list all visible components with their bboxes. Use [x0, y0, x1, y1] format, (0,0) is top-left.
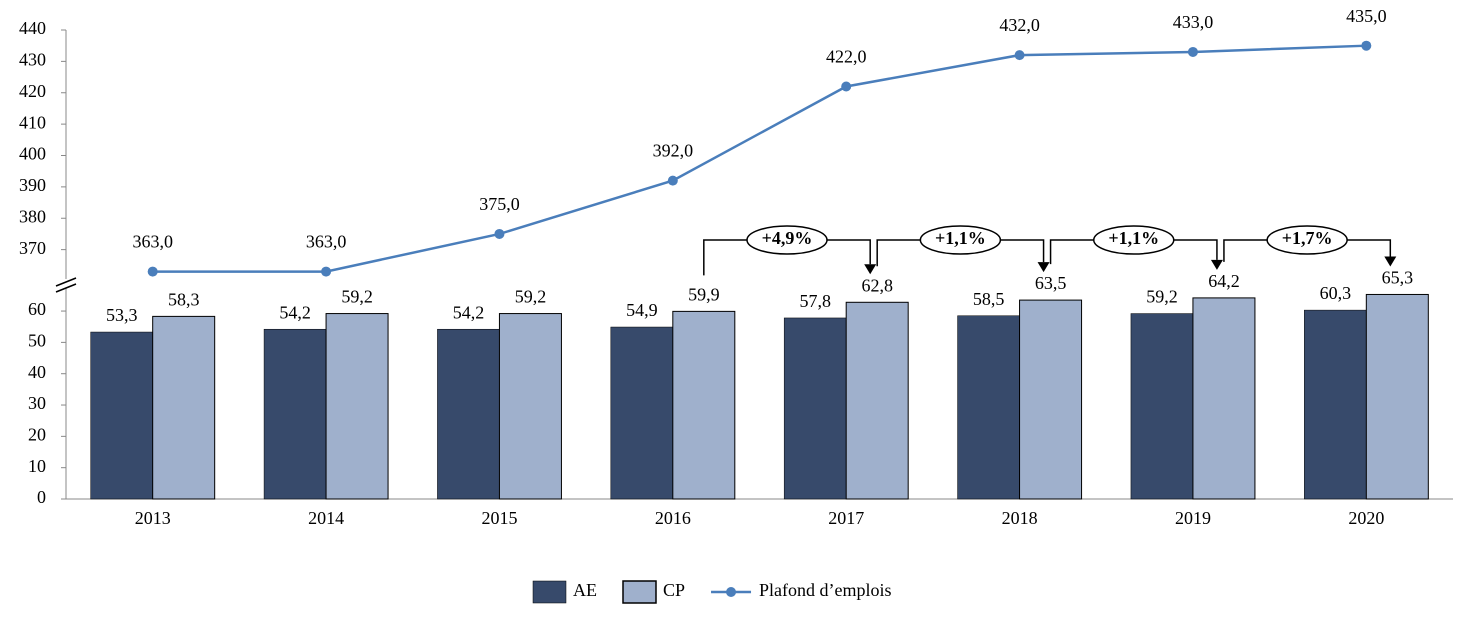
annotation-bubble [746, 225, 828, 255]
bar [845, 301, 909, 500]
annotation-bubble [1093, 225, 1175, 255]
y2-tick-label: 420 [19, 81, 46, 101]
line [152, 44, 1367, 273]
data-label: 65,3 [1382, 268, 1414, 288]
data-label: 422,0 [826, 47, 867, 67]
legend-label: AE [573, 580, 597, 600]
x-tick-label: 2014 [308, 508, 344, 528]
data-label: 54,9 [626, 300, 658, 320]
data-label: 435,0 [1346, 6, 1387, 26]
axis-break [55, 283, 77, 293]
legend-label: CP [663, 580, 685, 600]
data-label: 58,3 [168, 290, 200, 310]
x-tick-label: 2019 [1175, 508, 1211, 528]
y2-tick-label: 430 [19, 50, 46, 70]
bar [325, 313, 389, 500]
bar [1304, 309, 1367, 500]
annotation-bubble [1266, 225, 1348, 255]
y2-tick-label: 410 [19, 112, 46, 132]
line-point [667, 175, 678, 186]
data-label: 375,0 [479, 194, 520, 214]
line-point [1014, 50, 1025, 61]
annotation-arrow [1384, 256, 1397, 267]
annotation: +1,1% [1108, 228, 1159, 248]
data-label: 64,2 [1208, 271, 1240, 291]
annotation-arrow [864, 264, 877, 275]
y-tick-label: 30 [28, 393, 46, 413]
data-label: 363,0 [306, 232, 347, 252]
data-label: 59,2 [1146, 287, 1178, 307]
y2-tick-label: 370 [19, 238, 46, 258]
data-label: 57,8 [799, 291, 831, 311]
y-tick-label: 40 [28, 362, 46, 382]
annotation: +4,9% [762, 228, 813, 248]
annotation: +1,1% [935, 228, 986, 248]
data-label: 58,5 [973, 289, 1005, 309]
legend-swatch [726, 587, 737, 597]
line-point [494, 228, 505, 239]
data-label: 54,2 [279, 302, 311, 322]
y2-tick-label: 380 [19, 206, 46, 226]
line-point [321, 266, 332, 277]
legend-label: Plafond d’emplois [759, 580, 892, 600]
y-tick-label: 20 [28, 424, 46, 444]
y-tick-label: 50 [28, 331, 46, 351]
bar [152, 315, 216, 500]
data-label: 59,2 [515, 287, 547, 307]
data-label: 363,0 [132, 232, 173, 252]
legend-swatch [622, 580, 657, 604]
bar [1365, 293, 1429, 500]
data-label: 432,0 [999, 15, 1040, 35]
legend-swatch [532, 580, 567, 604]
x-tick-label: 2017 [828, 508, 864, 528]
y2-tick-label: 390 [19, 175, 46, 195]
y-tick-label: 60 [28, 299, 46, 319]
x-tick-label: 2015 [481, 508, 517, 528]
bar [783, 317, 847, 500]
bar [1130, 313, 1194, 500]
data-label: 63,5 [1035, 273, 1067, 293]
line-point [841, 81, 852, 92]
annotation: +1,7% [1282, 228, 1333, 248]
data-label: 392,0 [653, 141, 694, 161]
data-label: 59,9 [688, 284, 720, 304]
y2-tick-label: 400 [19, 144, 46, 164]
line-point [1187, 46, 1198, 57]
bar [1192, 297, 1256, 500]
bar [1019, 299, 1083, 500]
axis-break [55, 277, 77, 287]
data-label: 433,0 [1173, 12, 1214, 32]
bar [498, 313, 562, 500]
y-tick-label: 10 [28, 456, 46, 476]
bar [672, 310, 736, 500]
line-point [147, 266, 158, 277]
bar [957, 315, 1020, 500]
x-tick-label: 2016 [655, 508, 691, 528]
bar [437, 328, 500, 500]
data-label: 54,2 [453, 302, 485, 322]
annotation-bubble [919, 225, 1002, 255]
x-tick-label: 2013 [135, 508, 171, 528]
data-label: 53,3 [106, 305, 138, 325]
line-point [1361, 40, 1372, 51]
annotation-arrow [1037, 262, 1050, 273]
x-tick-label: 2018 [1002, 508, 1038, 528]
data-label: 59,2 [341, 287, 373, 307]
data-label: 60,3 [1320, 283, 1352, 303]
annotation-arrow [1210, 259, 1223, 270]
bar [90, 331, 153, 500]
bar [610, 326, 674, 500]
bar [263, 328, 327, 500]
data-label: 62,8 [861, 275, 893, 295]
y-tick-label: 0 [37, 487, 46, 507]
y2-tick-label: 440 [19, 18, 46, 38]
x-tick-label: 2020 [1348, 508, 1384, 528]
